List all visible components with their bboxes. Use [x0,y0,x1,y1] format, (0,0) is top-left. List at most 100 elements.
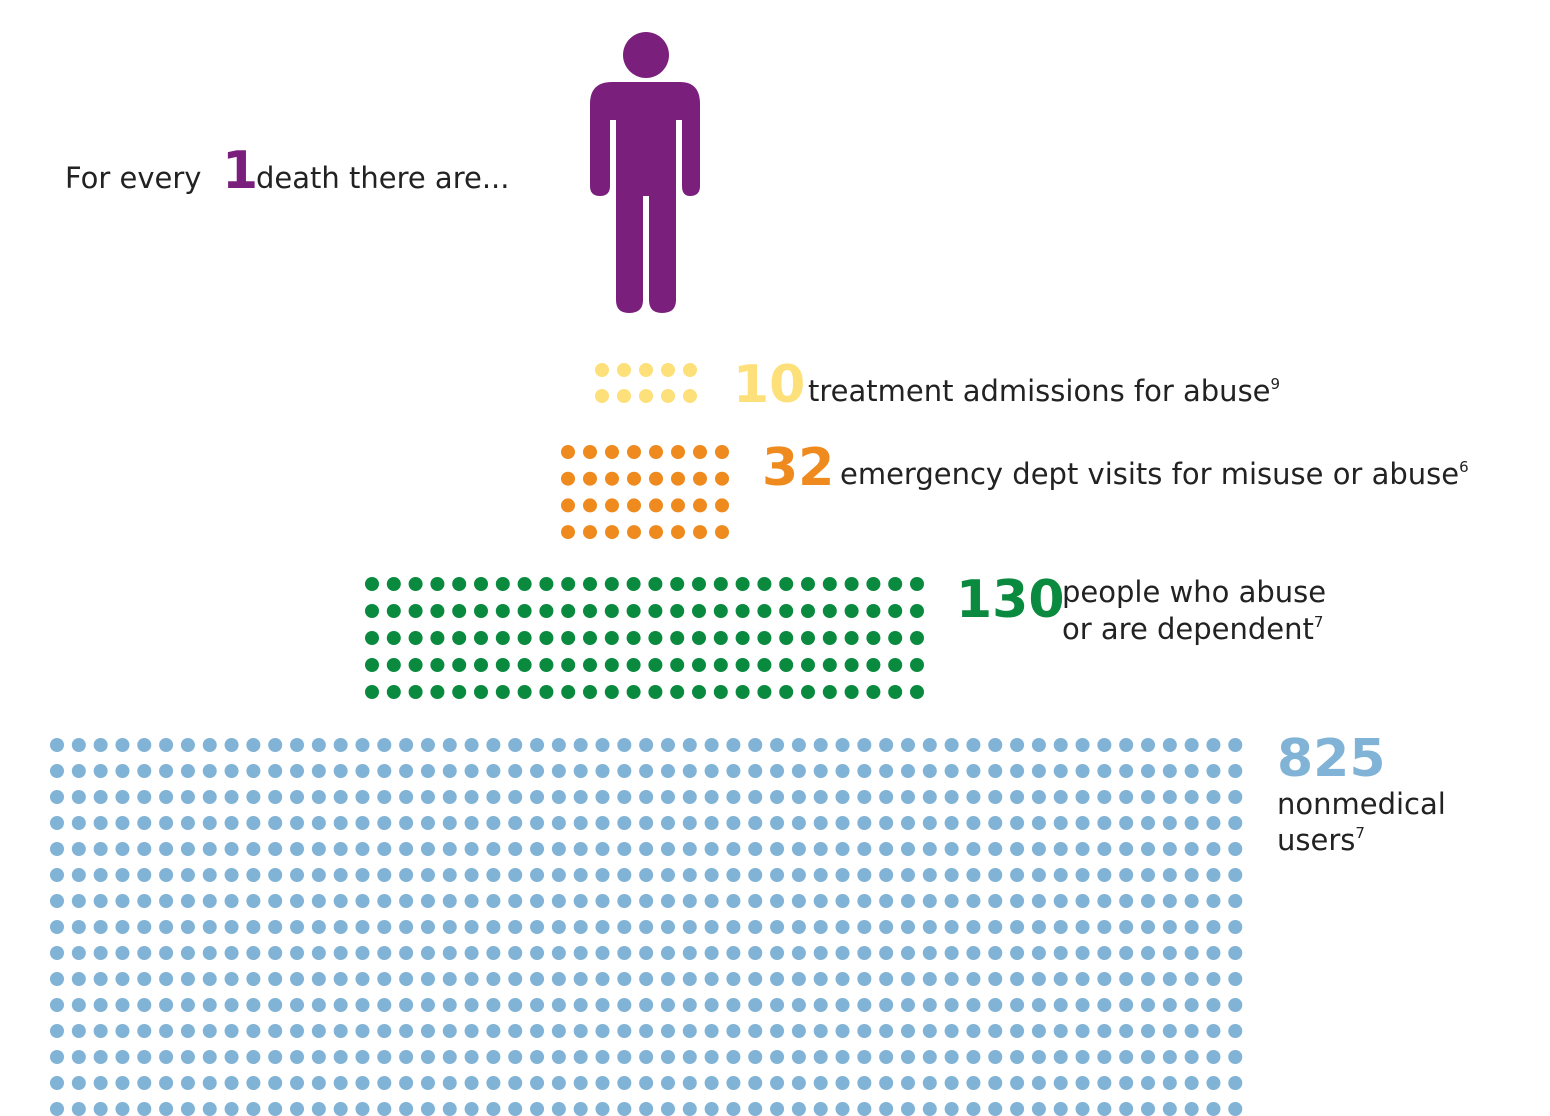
dot [508,842,523,856]
dot [617,764,632,778]
dot [813,894,828,908]
dot [508,790,523,804]
dot [988,738,1003,752]
dot [573,816,588,830]
dot [551,998,566,1012]
dot [71,738,86,752]
dot [944,1076,959,1090]
dot [530,998,545,1012]
dot [770,738,785,752]
dot [93,764,108,778]
dot [180,972,195,986]
dot [93,1024,108,1038]
dot [605,471,619,486]
dot [857,790,872,804]
footnote: 7 [1355,824,1365,842]
dot [311,946,326,960]
dot [617,920,632,934]
label-text: nonmedical [1277,787,1446,821]
dot [530,920,545,934]
dot [1053,1050,1068,1064]
dot [246,1102,261,1116]
dot [408,577,423,591]
dot [539,604,554,618]
dot [508,1024,523,1038]
dot [704,1024,719,1038]
dot [137,764,152,778]
footnote: 9 [1271,375,1281,393]
dot [801,604,815,618]
dot [464,842,479,856]
dot [355,816,370,830]
dot [1228,1024,1243,1038]
dot [595,764,610,778]
dot [900,790,915,804]
dot [268,972,283,986]
dot [311,764,326,778]
dot [900,1024,915,1038]
dot [71,842,86,856]
dot [137,998,152,1012]
dot [573,842,588,856]
dot [202,894,217,908]
dot [180,868,195,882]
dot [508,738,523,752]
dot [1053,1076,1068,1090]
dot [430,685,445,699]
dot [399,764,414,778]
dot [1075,1050,1090,1064]
dot [922,946,937,960]
dot [704,816,719,830]
dot [224,868,239,882]
dot [377,998,392,1012]
dot [1053,998,1068,1012]
dot [377,946,392,960]
dot [1119,842,1134,856]
dot [879,894,894,908]
dot [137,1102,152,1116]
dot [399,790,414,804]
dot [1031,920,1046,934]
dot [857,998,872,1012]
dot [399,1024,414,1038]
dot [1053,816,1068,830]
dot [561,658,576,672]
dot [1097,842,1112,856]
value-label: 10 [733,355,805,415]
dot [1119,894,1134,908]
dot [671,471,685,486]
dot [115,998,130,1012]
dot [944,790,959,804]
dot [595,738,610,752]
dot [682,764,697,778]
dot [452,631,467,645]
dot [486,998,501,1012]
dot [857,868,872,882]
dot [617,842,632,856]
dot [617,972,632,986]
dot [290,790,305,804]
dot [377,1024,392,1038]
dot [1184,998,1199,1012]
dot [682,1076,697,1090]
label-text: users [1277,823,1355,857]
dot [866,658,881,672]
dot [639,764,654,778]
dot [93,998,108,1012]
dot [660,738,675,752]
dot [888,658,903,672]
dot-group [365,577,924,699]
dot [399,1050,414,1064]
dot [770,998,785,1012]
dot [726,998,741,1012]
dot [1206,1076,1221,1090]
dot [617,1076,632,1090]
dot [1075,920,1090,934]
dot [530,738,545,752]
dot [71,1050,86,1064]
dot [573,1050,588,1064]
dot [180,920,195,934]
dot [508,816,523,830]
dot [922,1050,937,1064]
dot [649,498,663,513]
